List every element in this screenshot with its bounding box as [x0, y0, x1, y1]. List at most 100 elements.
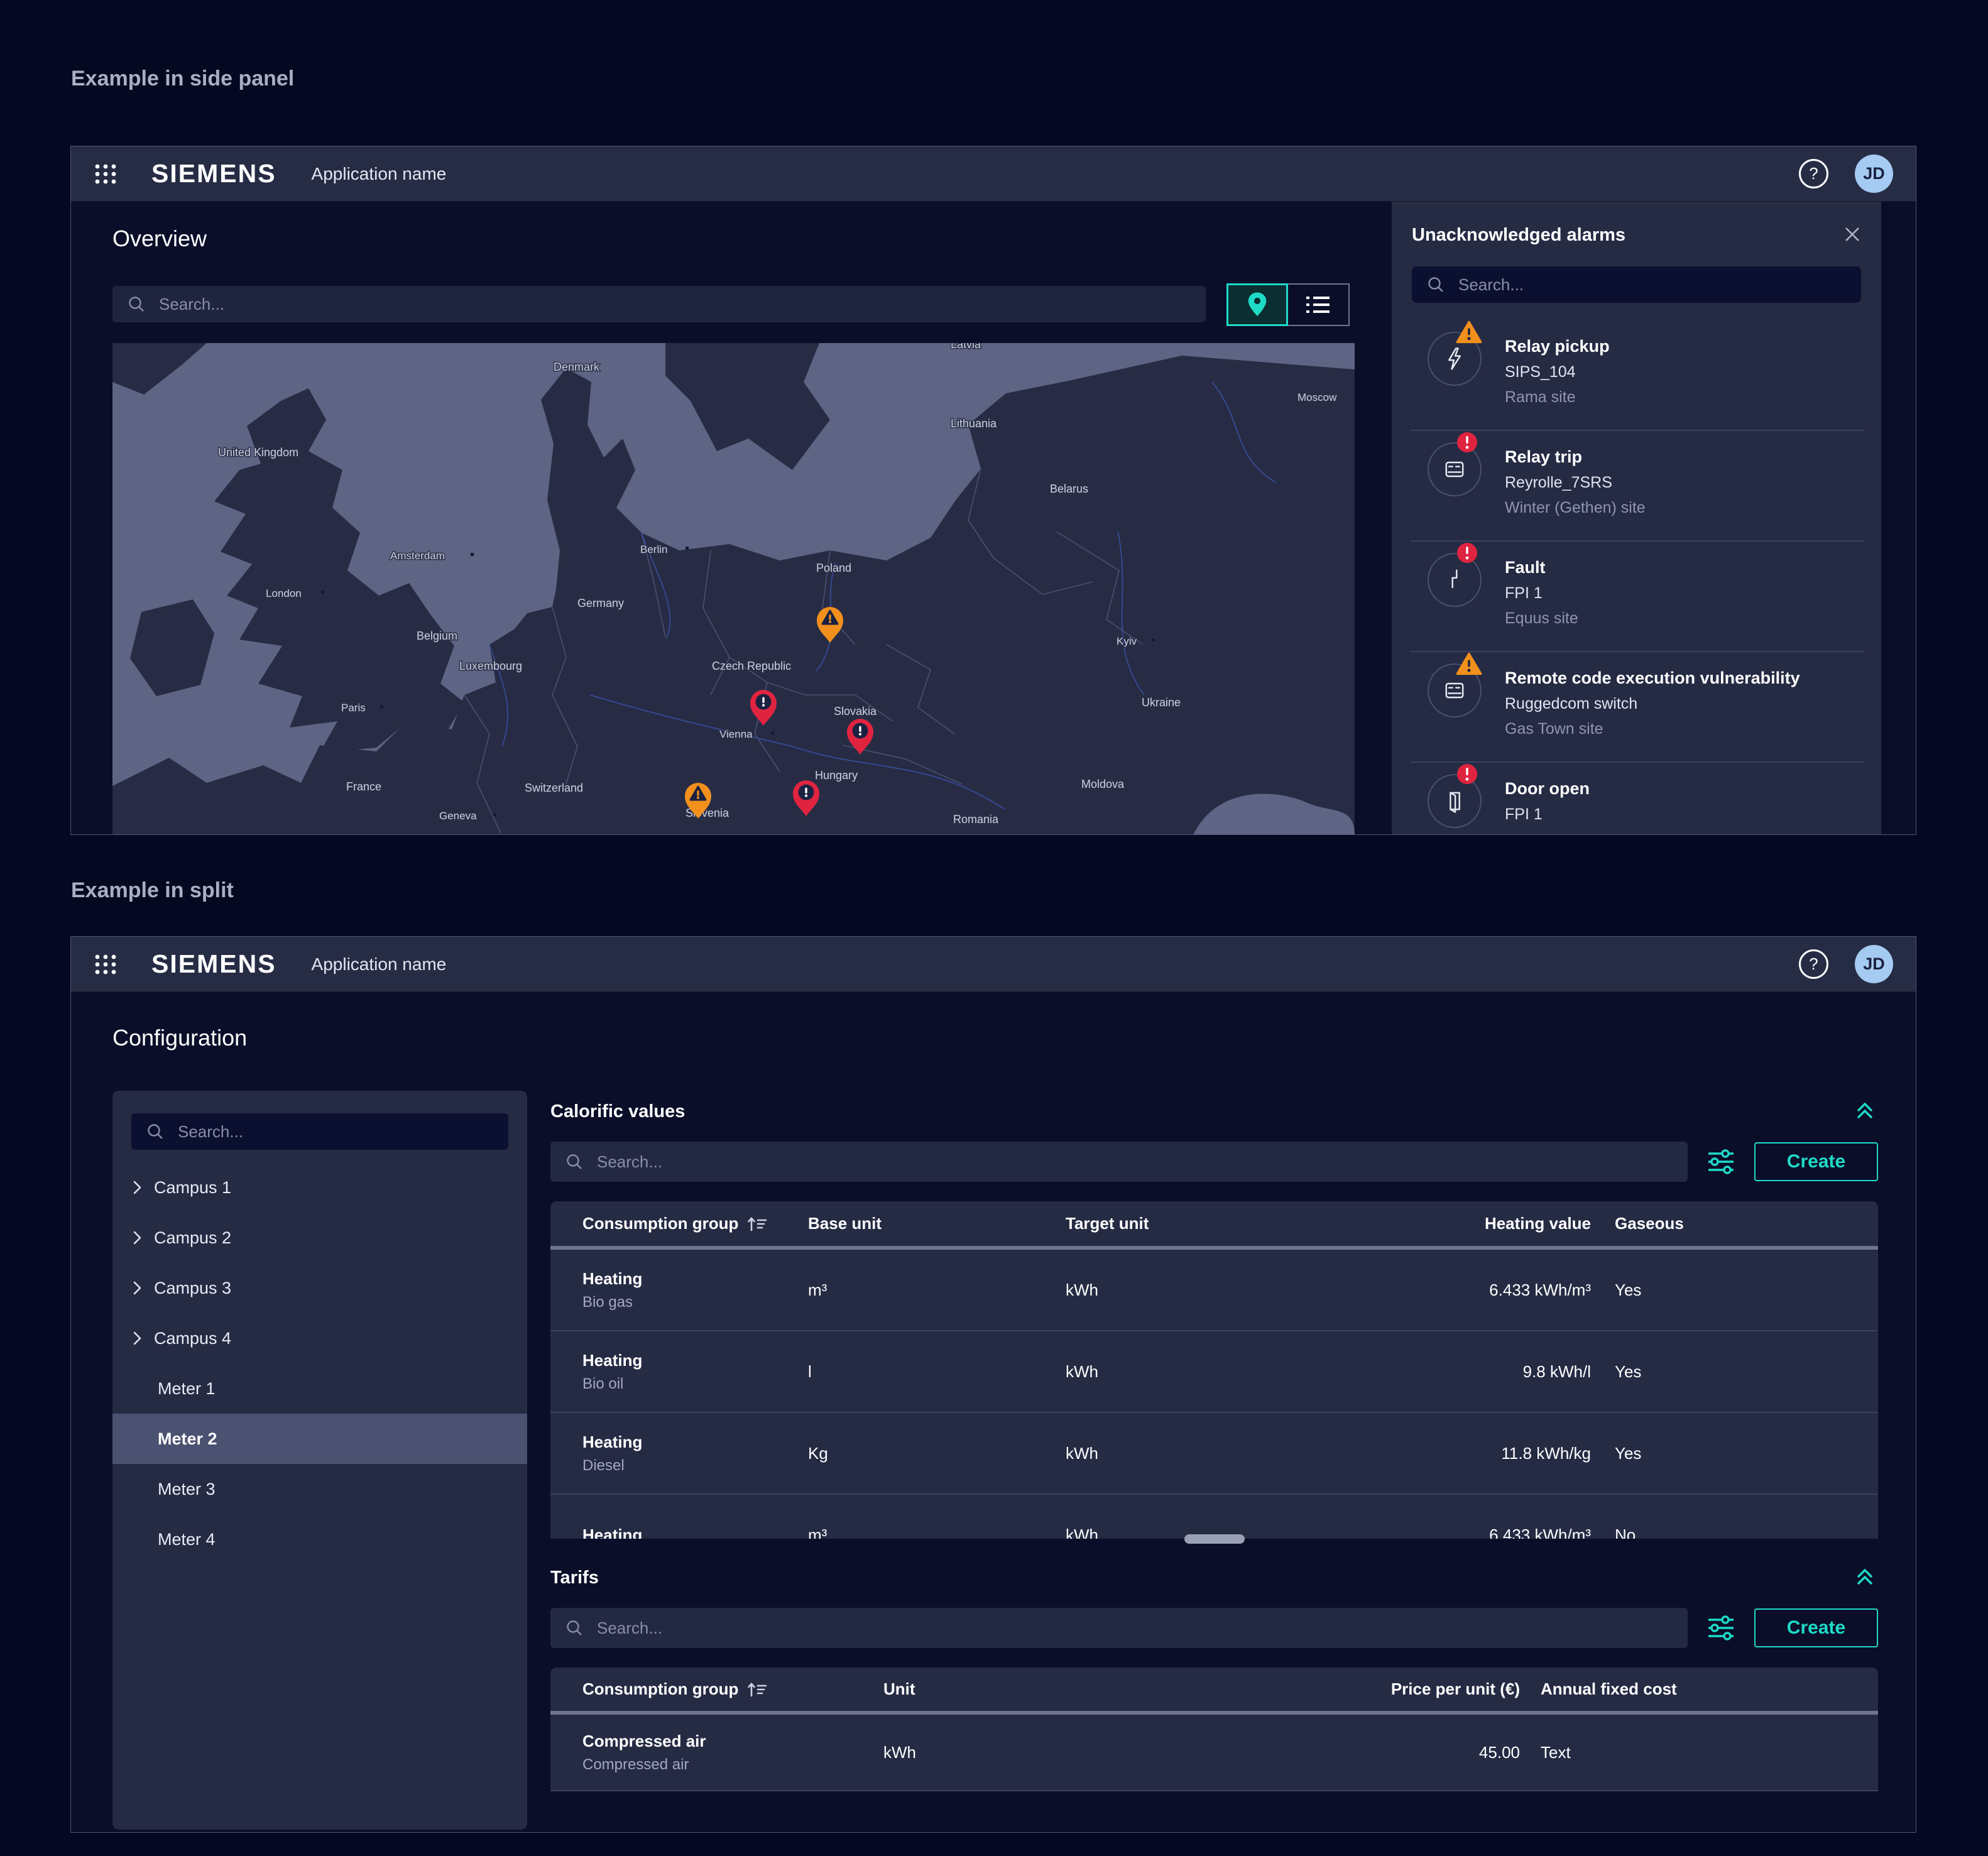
column-header[interactable]: Target unit [1066, 1214, 1443, 1233]
calorific-search-input[interactable] [597, 1152, 1673, 1172]
sidebar-item-campus-1[interactable]: Campus 1 [112, 1162, 527, 1213]
tree-item-label: Campus 3 [154, 1279, 231, 1298]
sidebar-item-campus-3[interactable]: Campus 3 [112, 1263, 527, 1313]
alarm-site: Gas Town site [1505, 720, 1603, 738]
app-header: SIEMENS Application name ? JD [71, 937, 1916, 992]
tarifs-search-input[interactable] [597, 1619, 1673, 1638]
alarm-item[interactable]: Door openFPI 1 [1392, 763, 1881, 834]
consumption-group-cell: HeatingBio gas [550, 1269, 808, 1311]
base-unit-cell: l [808, 1362, 1066, 1382]
close-icon[interactable] [1842, 224, 1862, 246]
europe-map[interactable]: LatviaDenmarkMoscowLithuaniaUnited Kingd… [112, 343, 1355, 834]
column-header[interactable]: Price per unit (€) [1218, 1679, 1520, 1699]
tarifs-search[interactable] [550, 1608, 1688, 1648]
sort-ascending-icon[interactable] [747, 1681, 767, 1698]
base-unit-cell: Kg [808, 1444, 1066, 1463]
map-country-label-belarus: Belarus [1050, 483, 1088, 495]
table-scrollbar[interactable] [1184, 1534, 1245, 1544]
chevron-right-icon[interactable] [130, 1330, 144, 1346]
chevron-right-icon[interactable] [130, 1179, 144, 1196]
tree-search[interactable] [131, 1113, 508, 1150]
map-country-label-czech-republic: Czech Republic [712, 660, 791, 672]
collapse-icon[interactable] [1853, 1565, 1877, 1591]
calorific-create-button[interactable]: Create [1754, 1142, 1878, 1181]
chevron-right-icon[interactable] [130, 1280, 144, 1296]
configuration-main: Calorific values [550, 992, 1878, 1832]
table-row[interactable]: HeatingBio oillkWh9.8 kWh/lYes [550, 1331, 1878, 1413]
calorific-table: Consumption groupBase unitTarget unitHea… [550, 1201, 1878, 1539]
sidebar-item-meter-3[interactable]: Meter 3 [112, 1464, 527, 1514]
group-name: Compressed air [582, 1732, 706, 1751]
sidebar-item-campus-2[interactable]: Campus 2 [112, 1213, 527, 1263]
tarifs-section: Tarifs [550, 1564, 1878, 1791]
search-icon [1427, 276, 1445, 293]
avatar[interactable]: JD [1855, 155, 1893, 193]
alarm-item[interactable]: Relay pickupSIPS_104Rama site [1392, 320, 1881, 431]
tree-search-input[interactable] [178, 1122, 493, 1142]
alarm-item[interactable]: Remote code execution vulnerabilityRugge… [1392, 652, 1881, 763]
map-view-button[interactable] [1226, 283, 1288, 326]
help-icon[interactable]: ? [1799, 949, 1828, 979]
sidebar-item-meter-4[interactable]: Meter 4 [112, 1514, 527, 1564]
alarm-item[interactable]: Relay tripReyrolle_7SRSWinter (Gethen) s… [1392, 431, 1881, 542]
error-badge-icon [1456, 542, 1478, 564]
alarm-title: Relay pickup [1505, 337, 1610, 356]
column-header[interactable]: Base unit [808, 1214, 1066, 1233]
consumption-group: HeatingBio oil [582, 1351, 642, 1393]
table-row[interactable]: Heatingm³kWh6.433 kWh/m³No [550, 1495, 1878, 1539]
help-icon[interactable]: ? [1799, 159, 1828, 188]
alarm-device: FPI 1 [1505, 805, 1543, 824]
page-title: Overview [112, 226, 207, 252]
map-country-label-denmark: Denmark [554, 361, 600, 373]
annual-fixed-cost-cell: Text [1520, 1743, 1878, 1762]
app-launcher-icon[interactable] [94, 953, 117, 976]
table-row[interactable]: HeatingDieselKgkWh11.8 kWh/kgYes [550, 1413, 1878, 1495]
overview-body: Overview [71, 202, 1916, 834]
overview-search[interactable] [112, 286, 1206, 322]
map-country-label-moldova: Moldova [1081, 778, 1125, 790]
column-header[interactable]: Consumption group [550, 1679, 851, 1699]
target-unit-cell: kWh [1066, 1526, 1443, 1539]
tree-item-label: Campus 1 [154, 1178, 231, 1198]
heating-value-cell: 6.433 kWh/m³ [1443, 1280, 1591, 1300]
calorific-search[interactable] [550, 1142, 1688, 1182]
alarms-search[interactable] [1412, 266, 1861, 303]
alarm-item[interactable]: FaultFPI 1Equus site [1392, 542, 1881, 652]
table-header-row: Consumption groupUnitPrice per unit (€) A… [550, 1668, 1878, 1715]
tree-item-label: Meter 2 [158, 1429, 217, 1449]
alarm-title: Relay trip [1505, 447, 1582, 467]
unit-cell: kWh [851, 1743, 1218, 1762]
heating-value-cell: 6.433 kWh/m³ [1443, 1526, 1591, 1539]
target-unit-cell: kWh [1066, 1362, 1443, 1382]
map-country-label-ukraine: Ukraine [1142, 696, 1181, 709]
chevron-right-icon[interactable] [130, 1230, 144, 1246]
app-launcher-icon[interactable] [94, 162, 117, 186]
column-header[interactable]: Annual fixed cost [1520, 1679, 1878, 1699]
alarms-search-input[interactable] [1458, 275, 1846, 295]
avatar[interactable]: JD [1855, 945, 1893, 983]
collapse-icon[interactable] [1853, 1099, 1877, 1125]
overview-search-input[interactable] [159, 295, 1191, 314]
map-country-label-luxembourg: Luxembourg [459, 660, 522, 672]
table-row[interactable]: Compressed airCompressed airkWh45.00Text [550, 1715, 1878, 1791]
sort-ascending-icon[interactable] [747, 1215, 767, 1233]
column-header[interactable]: Unit [851, 1679, 1218, 1699]
table-row[interactable]: HeatingBio gasm³kWh6.433 kWh/m³Yes [550, 1250, 1878, 1331]
tarifs-create-button[interactable]: Create [1754, 1608, 1878, 1647]
list-view-button[interactable] [1288, 283, 1350, 326]
alarm-device: Ruggedcom switch [1505, 695, 1637, 713]
map-country-label-united-kingdom: United Kingdom [218, 446, 298, 459]
filter-icon[interactable] [1705, 1146, 1737, 1177]
consumption-group-cell: Heating [550, 1526, 808, 1539]
sidebar-item-campus-4[interactable]: Campus 4 [112, 1313, 527, 1363]
column-header[interactable]: Gaseous [1591, 1214, 1878, 1233]
warning-badge-icon [1456, 652, 1482, 676]
column-header[interactable]: Heating value [1443, 1214, 1591, 1233]
sidebar-item-meter-1[interactable]: Meter 1 [112, 1363, 527, 1414]
column-header[interactable]: Consumption group [550, 1214, 808, 1233]
sidebar-item-meter-2[interactable]: Meter 2 [112, 1414, 527, 1464]
tree-item-label: Meter 3 [158, 1480, 216, 1499]
map-country-label-switzerland: Switzerland [525, 782, 583, 794]
column-header-label: Annual fixed cost [1541, 1679, 1677, 1698]
filter-icon[interactable] [1705, 1612, 1737, 1644]
